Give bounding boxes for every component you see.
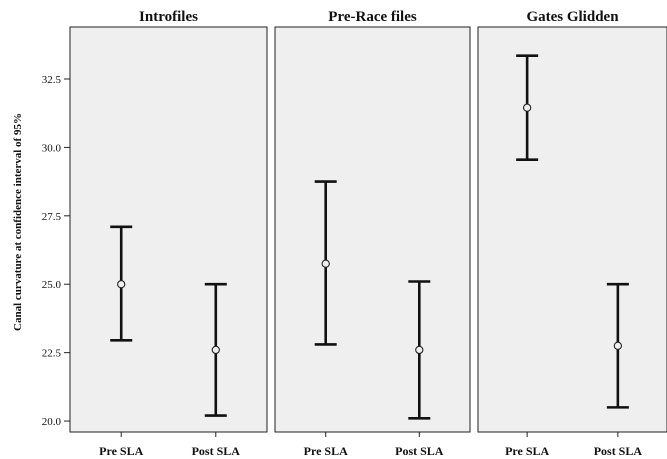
panel-1: Introfiles Pre SLA Post SLA: [69, 9, 268, 458]
x-category-label: Post SLA: [192, 444, 241, 458]
x-category-label: Post SLA: [594, 444, 643, 458]
x-category-label: Pre SLA: [505, 444, 549, 458]
mean-marker: [415, 345, 424, 355]
mean-marker: [613, 341, 623, 350]
y-tick-label: 30.0: [42, 142, 62, 154]
y-tick-label: 27.5: [42, 211, 62, 223]
x-category-label: Pre SLA: [304, 444, 348, 458]
mean-marker: [321, 259, 330, 268]
y-tick-label: 20.0: [42, 416, 62, 428]
panel-2: Pre-Race files Pre SLA Post SLA: [274, 9, 471, 458]
mean-marker: [522, 103, 532, 112]
mean-marker: [211, 345, 220, 355]
x-category-label: Post SLA: [395, 444, 444, 458]
panel-3: Gates Glidden Pre SLA Post SLA: [477, 9, 667, 458]
y-axis: 20.0 22.5 25.0 27.5 30.0 32.5: [42, 74, 70, 428]
panel-frame: [477, 26, 667, 433]
panel-frame: [274, 26, 471, 433]
y-tick-label: 25.0: [42, 279, 62, 291]
mean-marker: [117, 280, 126, 289]
y-tick-label: 22.5: [42, 348, 62, 360]
panel-title: Pre-Race files: [328, 9, 417, 25]
y-axis-label: Canal curvature at confidence interval o…: [12, 113, 24, 331]
panel-title: Introfiles: [139, 9, 198, 25]
y-tick-label: 32.5: [42, 74, 62, 86]
panel-title: Gates Glidden: [526, 9, 619, 25]
panel-frame: [69, 26, 268, 433]
x-category-label: Pre SLA: [99, 444, 143, 458]
